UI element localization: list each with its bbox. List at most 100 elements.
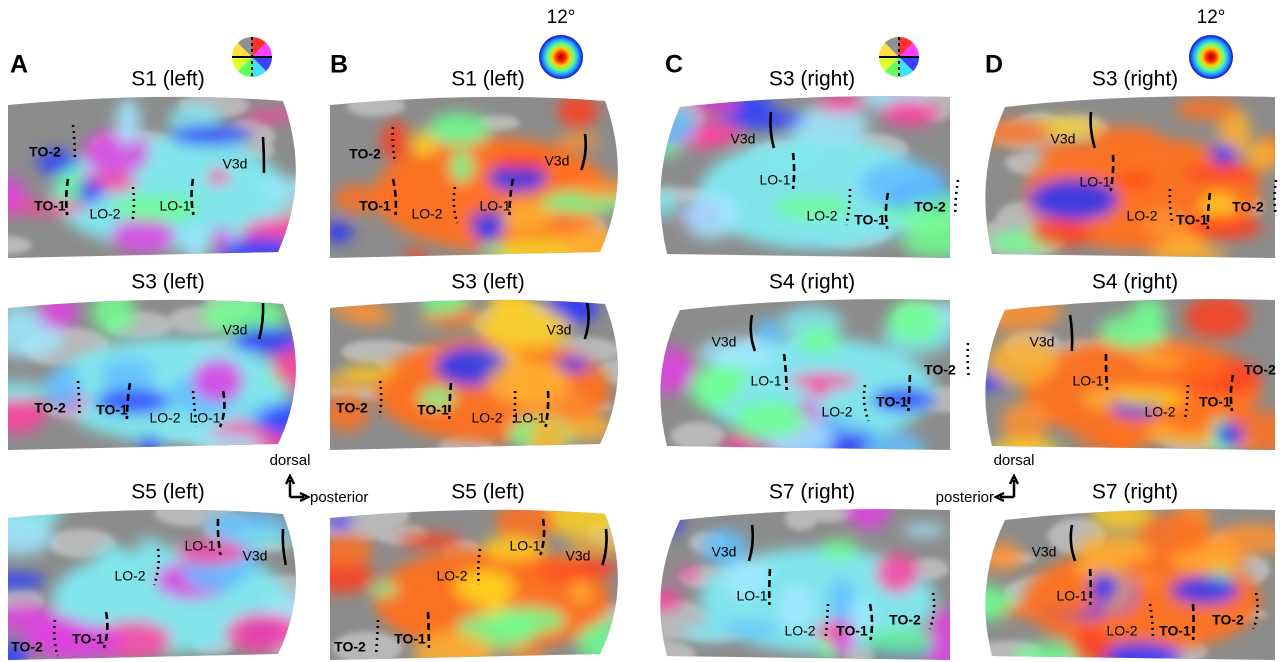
area-label: TO-1 xyxy=(96,402,128,418)
activation-blob xyxy=(859,161,946,209)
area-label: LO-1 xyxy=(514,410,545,426)
activation-blob xyxy=(683,191,739,240)
boundary-line xyxy=(907,374,912,412)
boundary-line xyxy=(1109,154,1115,192)
boundary-line xyxy=(583,302,590,340)
activation-blob xyxy=(1218,108,1251,156)
boundary-line xyxy=(391,126,397,164)
area-label: LO-1 xyxy=(509,538,540,554)
area-label: LO-1 xyxy=(750,373,781,389)
activation-blob xyxy=(259,177,296,199)
activation-blob xyxy=(169,125,252,146)
sulcus xyxy=(332,631,403,660)
area-label: LO-2 xyxy=(1126,208,1157,224)
area-label: LO-1 xyxy=(189,410,220,426)
boundary-line xyxy=(966,342,971,380)
activation-blob xyxy=(95,387,170,415)
area-label: V3d xyxy=(1030,334,1055,350)
activation-blob xyxy=(1004,601,1088,621)
activation xyxy=(985,509,1275,660)
boundary-line xyxy=(884,192,890,230)
cortical-map xyxy=(330,299,618,450)
panel-letter: A xyxy=(10,51,28,79)
boundary-line xyxy=(1168,188,1174,226)
activation xyxy=(330,96,618,258)
boundary-line xyxy=(261,136,266,174)
activation-blob xyxy=(330,534,373,566)
activation-blob xyxy=(1098,314,1168,349)
sulcus xyxy=(346,96,405,117)
activation xyxy=(330,299,614,450)
boundary-line xyxy=(452,186,459,224)
activation-blob xyxy=(482,305,570,350)
activation-blob xyxy=(1214,523,1275,555)
area-label: V3d xyxy=(566,548,591,564)
area-label: LO-2 xyxy=(89,206,120,222)
activation-blob xyxy=(141,142,175,188)
boundary-line xyxy=(76,380,81,418)
activation-blob xyxy=(201,299,286,337)
legend-wedge xyxy=(899,57,914,77)
activation-blob xyxy=(8,571,47,590)
activation-blob xyxy=(1185,214,1263,241)
activation-blob xyxy=(691,98,740,114)
activation-blob xyxy=(258,403,296,437)
activation-blob xyxy=(188,433,264,450)
activation-blob xyxy=(754,317,782,346)
map-title: S3 (right) xyxy=(1092,68,1178,91)
area-label: TO-2 xyxy=(334,639,366,655)
boundary-line xyxy=(190,178,195,216)
activation-blob xyxy=(8,516,55,556)
activation-blob xyxy=(1132,354,1186,367)
activation-blob xyxy=(660,509,684,538)
legend-wedge xyxy=(237,37,252,57)
boundary-line xyxy=(767,568,772,606)
area-label: TO-1 xyxy=(359,198,391,214)
area-label: TO-1 xyxy=(1199,394,1231,410)
activation-blob xyxy=(45,366,82,411)
activation-blob xyxy=(427,112,491,146)
area-label: TO-2 xyxy=(1232,199,1264,215)
legend-wedge xyxy=(899,42,919,57)
polar-angle-legend xyxy=(879,37,919,77)
activation-blob xyxy=(418,387,456,409)
area-label: TO-2 xyxy=(349,146,381,162)
activation-blob xyxy=(660,189,678,219)
activation-blob xyxy=(1246,140,1275,171)
activation-blob xyxy=(987,337,1058,386)
activation xyxy=(8,97,296,258)
activation-blob xyxy=(177,540,247,565)
activation-blob xyxy=(330,559,376,594)
boundary-line xyxy=(1206,192,1212,230)
activation-blob xyxy=(682,623,734,642)
activation-blob xyxy=(813,623,848,640)
activation-blob xyxy=(420,299,469,316)
boundary-line xyxy=(928,592,936,630)
legend-wedge xyxy=(232,42,252,57)
activation-blob xyxy=(95,544,130,580)
activation-blob xyxy=(1137,513,1211,555)
area-label: TO-2 xyxy=(29,144,61,160)
cortical-map xyxy=(985,299,1275,450)
boundary-line xyxy=(953,179,960,217)
activation-blob xyxy=(721,436,756,450)
activation-blob xyxy=(565,415,614,441)
orientation-up: dorsal xyxy=(994,452,1035,469)
orientation-side: posterior xyxy=(310,489,368,506)
activation-blob xyxy=(985,542,1024,572)
area-label: TO-1 xyxy=(72,631,104,647)
boundary-line xyxy=(378,380,383,418)
activation-blob xyxy=(901,227,950,258)
panel-letter: C xyxy=(665,51,683,79)
area-label: TO-1 xyxy=(836,623,868,639)
area-label: V3d xyxy=(243,548,268,564)
sulcus xyxy=(670,421,725,450)
activation-blob xyxy=(1216,422,1243,447)
activation-blob xyxy=(1183,164,1264,183)
activation-blob xyxy=(1089,125,1161,148)
boundary-line xyxy=(1252,592,1259,630)
boundary-line xyxy=(845,188,852,226)
boundary-line xyxy=(152,548,160,586)
cortical-map xyxy=(660,96,950,258)
area-label: V3d xyxy=(223,156,248,172)
